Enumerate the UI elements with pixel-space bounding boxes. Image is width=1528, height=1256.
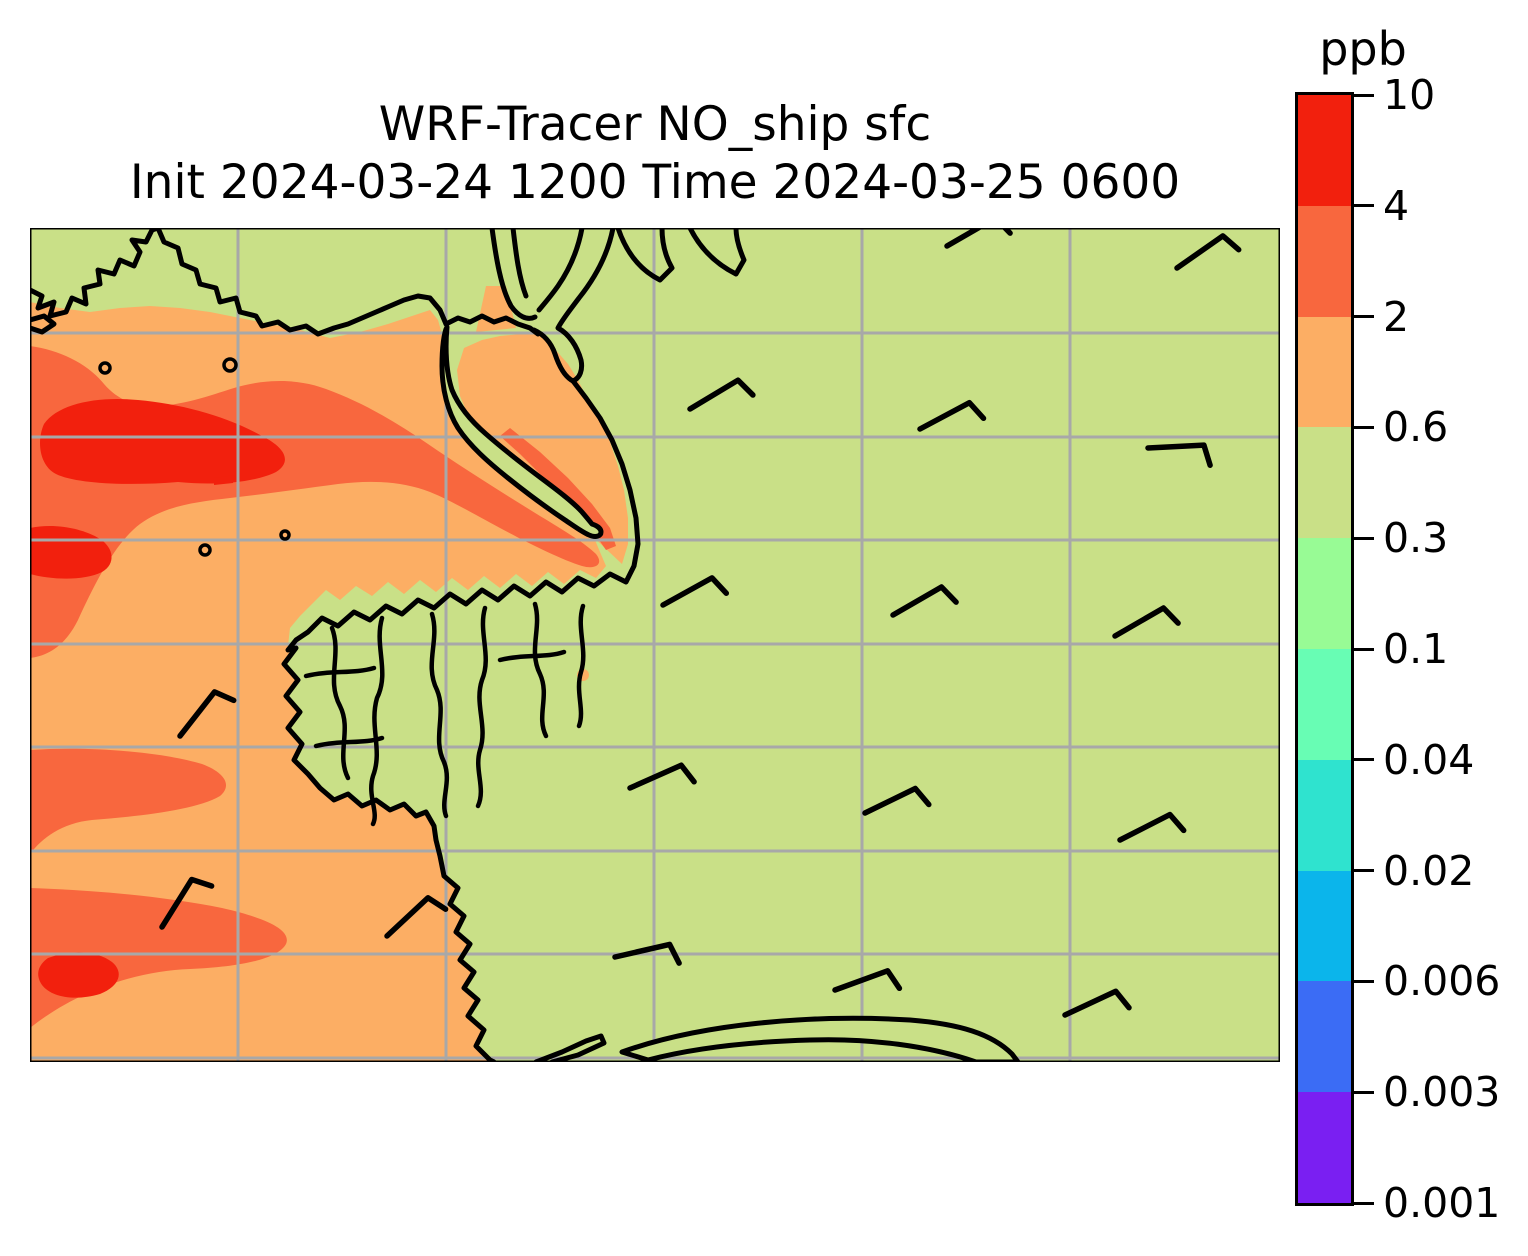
wind-barb xyxy=(627,762,697,791)
coastline-fjord-arm-2 xyxy=(510,228,529,299)
fjord-channel-8 xyxy=(313,735,385,749)
colorbar-tick-label: 4 xyxy=(1383,181,1410,230)
wind-barb xyxy=(1174,233,1242,271)
colorbar: ppb 10 4 2 0.6 0.3 0.1 0.04 0.02 0.006 0.003 0.001 xyxy=(1295,22,1528,1256)
colorbar-tick-label: 0.3 xyxy=(1383,514,1449,563)
contour-fill-4-sliver xyxy=(214,475,235,485)
wind-barb xyxy=(159,876,215,930)
coastline-inlet-v2 xyxy=(687,228,747,277)
colorbar-tick-label: 0.04 xyxy=(1383,735,1475,784)
colorbar-band xyxy=(1298,870,1351,982)
contour-fill-4-blob3 xyxy=(38,952,119,998)
coastline-northwest xyxy=(30,228,449,337)
island-ring xyxy=(98,361,112,375)
wind-barb xyxy=(660,575,730,608)
contour-fill-2-band2 xyxy=(30,888,287,1028)
colorbar-tick xyxy=(1354,869,1374,873)
colorbar-band xyxy=(1298,205,1351,318)
wind-barb xyxy=(687,377,756,412)
colorbar-tick-label: 0.001 xyxy=(1383,1179,1501,1227)
colorbar-band xyxy=(1298,427,1351,539)
colorbar-tick xyxy=(1354,647,1374,651)
fjord-channel-1 xyxy=(329,625,351,781)
colorbar-band xyxy=(1298,538,1351,650)
fjord-channel-3 xyxy=(429,611,450,819)
fjord-channel-6 xyxy=(576,603,586,729)
colorbar-tick-label: 0.1 xyxy=(1383,625,1449,673)
colorbar-tick xyxy=(1354,315,1374,319)
colorbar-tick-label: 0.6 xyxy=(1383,403,1449,452)
plot-title-line2: Init 2024-03-24 1200 Time 2024-03-25 060… xyxy=(129,155,1181,210)
bottom-spit-landform xyxy=(619,1015,1021,1062)
colorbar-tick xyxy=(1354,979,1374,983)
island-ring xyxy=(279,529,291,541)
colorbar-band xyxy=(1298,316,1351,428)
fjord-channel-9 xyxy=(497,649,567,663)
colorbar-tick xyxy=(1354,425,1374,429)
colorbar-tick-label: 0.02 xyxy=(1383,846,1475,895)
colorbar-tick xyxy=(1354,204,1374,208)
colorbar-band xyxy=(1298,95,1351,207)
plot-title-line1: WRF-Tracer NO_ship sfc xyxy=(378,97,932,152)
contour-fill-4-blob1 xyxy=(40,399,285,484)
colorbar-bar xyxy=(1295,92,1354,1206)
colorbar-band xyxy=(1298,981,1351,1093)
fjord-channel-2 xyxy=(369,615,385,827)
colorbar-tick-label: 0.006 xyxy=(1383,957,1501,1006)
coastline-spit xyxy=(533,1033,607,1062)
wind-barb xyxy=(1117,811,1187,843)
wind-barb xyxy=(862,785,932,816)
wind-barb xyxy=(832,968,903,993)
wind-barb xyxy=(612,941,682,966)
fjord-channel-7 xyxy=(303,665,377,679)
coastline-channel-mouth xyxy=(443,313,541,337)
wind-barb xyxy=(1145,442,1213,468)
coastline-fjord-arm-4 xyxy=(531,228,616,384)
contour-fill-2-band1 xyxy=(30,748,226,854)
plot-title: WRF-Tracer NO_ship sfc Init 2024-03-24 1… xyxy=(30,96,1280,212)
wind-barb xyxy=(384,895,449,939)
island-ring xyxy=(222,357,238,373)
colorbar-tick xyxy=(1354,1090,1374,1094)
colorbar-band xyxy=(1298,1092,1351,1204)
coastline-left-edge-squiggle xyxy=(30,313,57,335)
coastline-mainland-south xyxy=(281,378,641,1062)
wind-barb xyxy=(890,584,959,618)
coastline-fjord-arm-3 xyxy=(536,228,585,313)
map-plot xyxy=(30,228,1280,1062)
colorbar-unit-label: ppb xyxy=(1319,22,1407,76)
colorbar-tick xyxy=(1354,93,1374,97)
colorbar-tick xyxy=(1354,536,1374,540)
colorbar-tick xyxy=(1354,1201,1374,1205)
coastline-fjord-arm-1 xyxy=(489,228,538,321)
coastline-inlet-v1 xyxy=(615,228,675,283)
colorbar-tick-label: 0.003 xyxy=(1383,1068,1501,1117)
colorbar-tick-label: 2 xyxy=(1383,292,1410,341)
cape-landform xyxy=(439,324,604,539)
wind-barb xyxy=(917,399,987,432)
island-ring xyxy=(198,543,212,557)
fjord-channel-5 xyxy=(532,601,549,739)
colorbar-band xyxy=(1298,649,1351,761)
wind-barb xyxy=(177,689,237,739)
colorbar-band xyxy=(1298,759,1351,872)
fjord-channel-4 xyxy=(475,605,488,809)
colorbar-tick xyxy=(1354,758,1374,762)
colorbar-tick-label: 10 xyxy=(1383,71,1436,119)
wind-barb xyxy=(1112,605,1181,639)
wind-barb xyxy=(1062,988,1132,1018)
